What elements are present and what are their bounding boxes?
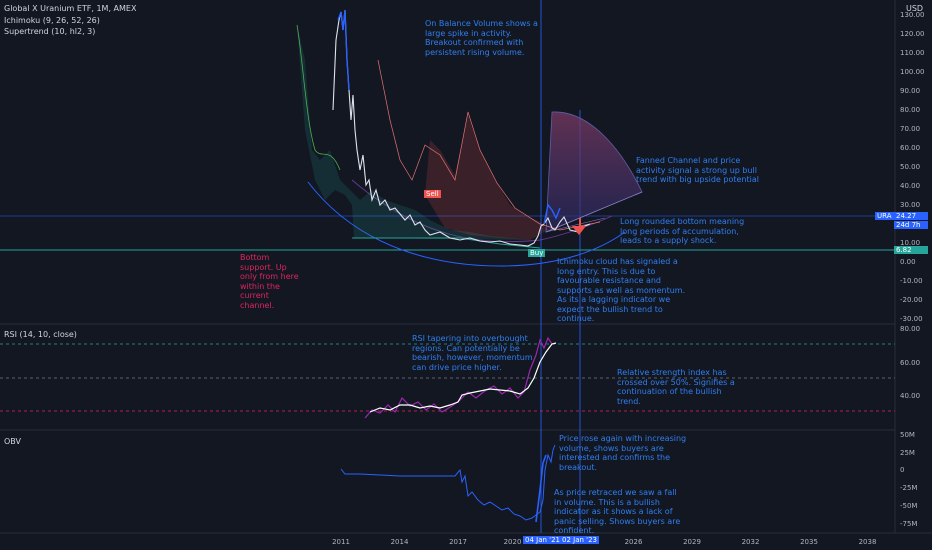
price-tick-label: 120.00: [900, 30, 925, 38]
support-badge: 6.82: [894, 246, 928, 254]
buy-signal: Buy: [528, 249, 546, 257]
time-tick-label: 2011: [332, 538, 350, 546]
price-tick-label: 30.00: [900, 201, 920, 209]
obv-line: [340, 444, 556, 521]
price-tick-label: 110.00: [900, 49, 925, 57]
sell-signal: Sell: [424, 190, 441, 198]
note-rsi-cross: Relative strength index has crossed over…: [617, 368, 735, 406]
grid-lines: [0, 0, 932, 534]
note-ichimoku: Ichimoku cloud has signaled a long entry…: [557, 257, 686, 323]
note-fanned-channel: Fanned Channel and price activity signal…: [636, 156, 759, 184]
time-tick-label: 2029: [683, 538, 701, 546]
price-tick-label: 40.00: [900, 182, 920, 190]
date-marker-2023: 02 Jan '23: [560, 536, 599, 544]
price-tick-label: 60.00: [900, 144, 920, 152]
price-line: [332, 9, 591, 247]
rsi-tick-label: 40.00: [900, 392, 920, 400]
time-tick-label: 2026: [625, 538, 643, 546]
price-tick-label: 90.00: [900, 87, 920, 95]
date-marker-2021: 04 Jan '21: [523, 536, 562, 544]
currency-label: USD: [906, 4, 924, 13]
price-line-breakout: [543, 203, 561, 225]
rsi-tick-label: 80.00: [900, 325, 920, 333]
price-tick-label: -20.00: [900, 296, 923, 304]
ichimoku-span-a: [296, 24, 341, 171]
obv-tick-label: -50M: [900, 502, 917, 510]
fan-line: [545, 191, 643, 233]
rsi-pane: [0, 336, 895, 419]
sell-arrow: [572, 226, 586, 235]
time-tick-label: 2020: [504, 538, 522, 546]
rsi-line: [369, 342, 557, 413]
time-tick-label: 2032: [742, 538, 760, 546]
price-tick-label: 80.00: [900, 106, 920, 114]
price-tick-label: -10.00: [900, 277, 923, 285]
price-tick-label: 70.00: [900, 125, 920, 133]
rsi-tick-label: 60.00: [900, 359, 920, 367]
chart-title: Global X Uranium ETF, 1M, AMEX: [4, 4, 137, 13]
note-volume-rise: Price rose again with increasing volume,…: [559, 434, 687, 472]
note-obv-spike: On Balance Volume shows a large spike in…: [425, 19, 538, 57]
ichimoku-span-b: [377, 59, 601, 231]
price-line-highlight: [337, 9, 350, 91]
price-pane: [0, 0, 895, 533]
note-rounded-bottom: Long rounded bottom meaning long periods…: [620, 217, 745, 245]
note-bottom-support: Bottom support. Up only from here within…: [240, 253, 299, 310]
fan-channel: [545, 111, 643, 233]
rsi-signal-line: [364, 336, 553, 419]
obv-pane: [340, 444, 556, 523]
price-tick-label: 0.00: [900, 258, 916, 266]
countdown-badge: 24d 7h: [894, 221, 928, 229]
time-tick-label: 2014: [391, 538, 409, 546]
supertrend-line: [352, 237, 541, 249]
time-tick-label: 2017: [449, 538, 467, 546]
obv-breakout: [535, 454, 547, 523]
note-rsi-overbought: RSI tapering into overbought regions. Ca…: [412, 334, 533, 372]
supertrend-legend: Supertrend (10, hl2, 3): [4, 27, 96, 36]
note-volume-fall: As price retraced we saw a fall in volum…: [554, 488, 681, 535]
ichimoku-cloud-red: [425, 115, 548, 240]
price-tick-label: 50.00: [900, 163, 920, 171]
obv-tick-label: 50M: [900, 431, 915, 439]
rsi-label: RSI (14, 10, close): [4, 330, 77, 339]
ura-badge: URA: [875, 212, 894, 220]
obv-tick-label: 25M: [900, 449, 915, 457]
ichimoku-legend: Ichimoku (9, 26, 52, 26): [4, 16, 100, 25]
price-tick-label: 10.00: [900, 239, 920, 247]
price-tick-label: -30.00: [900, 315, 923, 323]
price-badge: 24.27: [894, 212, 928, 220]
obv-tick-label: -25M: [900, 484, 917, 492]
rounded-bottom-arc: [307, 181, 626, 267]
price-tick-label: 100.00: [900, 68, 925, 76]
time-tick-label: 2038: [859, 538, 877, 546]
obv-label: OBV: [4, 437, 22, 446]
price-tick-label: 130.00: [900, 11, 925, 19]
time-tick-label: 2035: [800, 538, 818, 546]
obv-tick-label: -75M: [900, 520, 917, 528]
obv-tick-label: 0: [900, 466, 904, 474]
axes: 130.00 120.00 110.00 100.00 90.00 80.00 70.00 6…: [332, 11, 924, 546]
